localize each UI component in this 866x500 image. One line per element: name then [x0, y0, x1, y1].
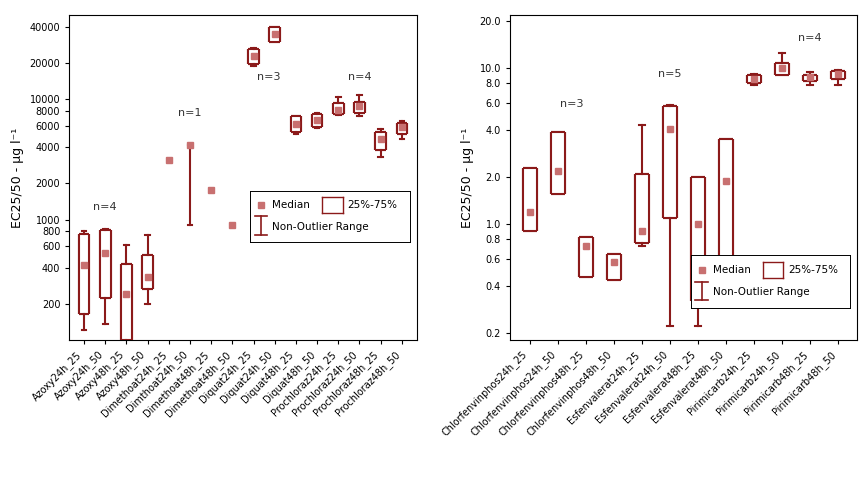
Y-axis label: EC25/50 - μg l⁻¹: EC25/50 - μg l⁻¹: [11, 128, 24, 228]
Text: n=3: n=3: [559, 98, 584, 108]
Text: n=4: n=4: [798, 33, 822, 43]
Text: n=3: n=3: [256, 72, 280, 82]
Text: n=5: n=5: [658, 70, 682, 80]
Text: n=4: n=4: [347, 72, 372, 82]
Text: n=1: n=1: [178, 108, 202, 118]
Text: n=4: n=4: [94, 202, 117, 212]
Y-axis label: EC25/50 - μg l⁻¹: EC25/50 - μg l⁻¹: [461, 128, 474, 228]
